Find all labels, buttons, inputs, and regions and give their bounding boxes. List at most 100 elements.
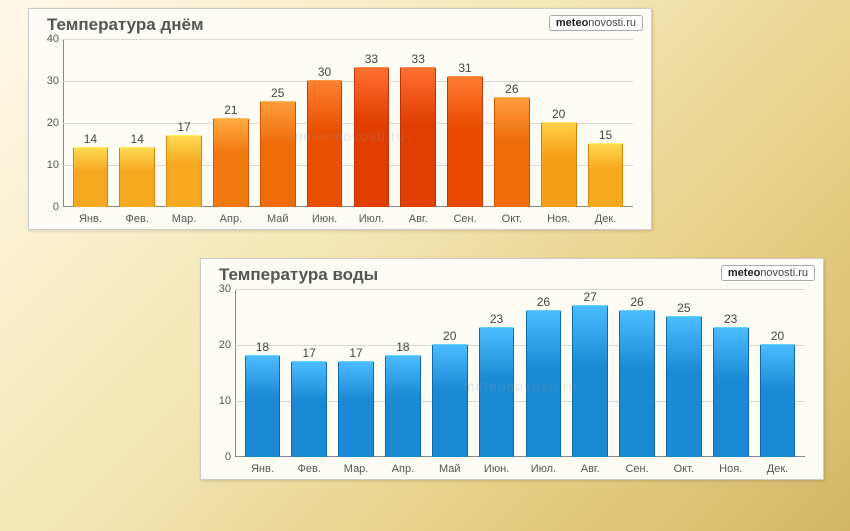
bar: 27 — [572, 305, 608, 457]
day-temperature-chart: Температура днём meteonovosti.ru 0 10 20 30… — [28, 8, 652, 230]
bar-value-label: 20 — [443, 329, 456, 343]
source-watermark: meteonovosti.ru — [549, 15, 643, 31]
watermark-bold: meteo — [556, 17, 588, 29]
bar-value-label: 15 — [599, 128, 612, 142]
x-tick-label: Окт. — [488, 213, 535, 225]
chart-plot-area: 010203040 141417212530333331262015 Янв.Ф… — [63, 39, 633, 207]
bar-value-label: 18 — [396, 340, 409, 354]
bar-slot: 31 — [442, 39, 489, 207]
y-tick-label: 0 — [53, 201, 59, 213]
bar: 17 — [291, 361, 327, 457]
bar: 21 — [213, 118, 249, 207]
y-tick-label: 0 — [225, 451, 231, 463]
x-tick-label: Фев. — [114, 213, 161, 225]
bar-slot: 20 — [426, 289, 473, 457]
y-tick-label: 20 — [219, 339, 231, 351]
x-tick-label: Дек. — [582, 213, 629, 225]
water-temperature-chart: Температура воды meteonovosti.ru 0102030… — [200, 258, 824, 480]
bar: 30 — [307, 80, 343, 207]
bar: 17 — [338, 361, 374, 457]
bar-value-label: 23 — [490, 312, 503, 326]
bar-slot: 33 — [348, 39, 395, 207]
bar-slot: 17 — [161, 39, 208, 207]
y-axis: 010203040 — [37, 39, 61, 207]
x-tick-label: Авг. — [567, 463, 614, 475]
bar-slot: 23 — [707, 289, 754, 457]
bars-container: 141417212530333331262015 — [63, 39, 633, 207]
x-tick-label: Янв. — [239, 463, 286, 475]
x-tick-label: Авг. — [395, 213, 442, 225]
watermark-rest: novosti.ru — [588, 17, 636, 29]
x-tick-label: Фев. — [286, 463, 333, 475]
bar-slot: 20 — [535, 39, 582, 207]
y-tick-label: 20 — [47, 117, 59, 129]
bar-value-label: 21 — [224, 103, 237, 117]
bar-value-label: 25 — [677, 301, 690, 315]
bar-value-label: 17 — [349, 346, 362, 360]
x-tick-label: Янв. — [67, 213, 114, 225]
bar: 18 — [245, 355, 281, 457]
y-axis: 0102030 — [209, 289, 233, 457]
x-tick-label: Сен. — [614, 463, 661, 475]
bar: 26 — [526, 310, 562, 457]
y-tick-label: 30 — [47, 75, 59, 87]
bar-slot: 23 — [473, 289, 520, 457]
x-labels: Янв.Фев.Мар.Апр.МайИюн.Июл.Авг.Сен.Окт.Н… — [235, 463, 805, 475]
source-watermark: meteonovosti.ru — [721, 265, 815, 281]
bar: 23 — [713, 327, 749, 457]
bar-value-label: 27 — [584, 290, 597, 304]
x-tick-label: Июн. — [301, 213, 348, 225]
watermark-bold: meteo — [728, 267, 760, 279]
bar: 25 — [260, 101, 296, 207]
bar: 26 — [494, 97, 530, 207]
bar: 15 — [588, 143, 624, 207]
chart-title: Температура воды — [219, 265, 378, 285]
x-tick-label: Дек. — [754, 463, 801, 475]
bar-value-label: 26 — [537, 295, 550, 309]
bar: 33 — [400, 67, 436, 207]
x-tick-label: Ноя. — [707, 463, 754, 475]
bar-value-label: 18 — [256, 340, 269, 354]
bar-value-label: 23 — [724, 312, 737, 326]
bar-slot: 18 — [379, 289, 426, 457]
bar: 20 — [760, 344, 796, 457]
bar: 20 — [541, 122, 577, 207]
bar-value-label: 20 — [771, 329, 784, 343]
bar-slot: 27 — [567, 289, 614, 457]
bar-value-label: 17 — [303, 346, 316, 360]
bar-slot: 25 — [254, 39, 301, 207]
bar: 18 — [385, 355, 421, 457]
bar: 14 — [119, 147, 155, 207]
bar: 20 — [432, 344, 468, 457]
bar-value-label: 14 — [131, 132, 144, 146]
bar-slot: 14 — [114, 39, 161, 207]
x-tick-label: Май — [426, 463, 473, 475]
bar-slot: 33 — [395, 39, 442, 207]
bar: 31 — [447, 76, 483, 207]
bar: 23 — [479, 327, 515, 457]
x-tick-label: Июл. — [348, 213, 395, 225]
bar-slot: 30 — [301, 39, 348, 207]
y-tick-label: 10 — [47, 159, 59, 171]
x-labels: Янв.Фев.Мар.Апр.МайИюн.Июл.Авг.Сен.Окт.Н… — [63, 213, 633, 225]
x-tick-label: Июн. — [473, 463, 520, 475]
y-tick-label: 30 — [219, 283, 231, 295]
bar-slot: 21 — [207, 39, 254, 207]
bar-value-label: 33 — [412, 52, 425, 66]
bar: 26 — [619, 310, 655, 457]
bar-slot: 26 — [520, 289, 567, 457]
bar-value-label: 17 — [177, 120, 190, 134]
bar: 25 — [666, 316, 702, 457]
x-tick-label: Мар. — [333, 463, 380, 475]
chart-title: Температура днём — [47, 15, 204, 35]
bar-slot: 25 — [660, 289, 707, 457]
chart-plot-area: 0102030 181717182023262726252320 Янв.Фев… — [235, 289, 805, 457]
bar-value-label: 26 — [630, 295, 643, 309]
bar-slot: 26 — [614, 289, 661, 457]
bar-value-label: 26 — [505, 82, 518, 96]
x-tick-label: Май — [254, 213, 301, 225]
bars-container: 181717182023262726252320 — [235, 289, 805, 457]
bar-value-label: 25 — [271, 86, 284, 100]
x-tick-label: Апр. — [207, 213, 254, 225]
bar-value-label: 33 — [365, 52, 378, 66]
